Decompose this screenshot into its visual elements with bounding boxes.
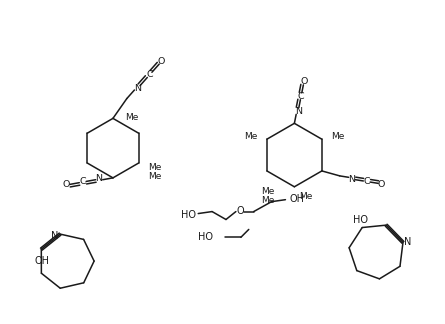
- Text: C: C: [364, 177, 370, 186]
- Text: Me: Me: [125, 113, 138, 122]
- Text: Me: Me: [299, 192, 313, 201]
- Text: N: N: [52, 231, 59, 241]
- Text: N: N: [96, 174, 102, 183]
- Text: O: O: [300, 77, 308, 86]
- Text: C: C: [298, 92, 304, 101]
- Text: C: C: [79, 177, 86, 186]
- Text: O: O: [63, 180, 70, 189]
- Text: C: C: [146, 71, 153, 79]
- Text: Me: Me: [261, 196, 275, 205]
- Text: Me: Me: [149, 172, 162, 181]
- Text: O: O: [378, 179, 385, 189]
- Text: N: N: [348, 175, 356, 184]
- Text: HO: HO: [181, 210, 196, 220]
- Text: HO: HO: [198, 232, 213, 242]
- Text: N: N: [404, 237, 412, 248]
- Text: OH: OH: [35, 256, 50, 266]
- Text: O: O: [236, 206, 244, 215]
- Text: Me: Me: [261, 187, 275, 196]
- Text: Me: Me: [331, 132, 344, 141]
- Text: HO: HO: [353, 215, 368, 225]
- Text: N: N: [295, 107, 302, 116]
- Text: Me: Me: [245, 132, 258, 141]
- Text: OH: OH: [289, 194, 304, 204]
- Text: Me: Me: [149, 163, 162, 172]
- Text: O: O: [158, 57, 166, 66]
- Text: N: N: [134, 84, 142, 93]
